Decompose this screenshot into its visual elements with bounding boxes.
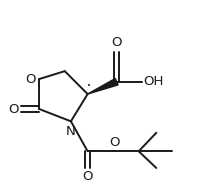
Text: N: N — [66, 125, 76, 137]
Text: O: O — [111, 36, 122, 49]
Text: OH: OH — [143, 75, 164, 88]
Text: •: • — [87, 83, 91, 89]
Text: O: O — [109, 136, 119, 149]
Polygon shape — [88, 78, 118, 94]
Text: O: O — [8, 102, 19, 116]
Text: O: O — [82, 170, 93, 183]
Text: O: O — [25, 72, 36, 86]
